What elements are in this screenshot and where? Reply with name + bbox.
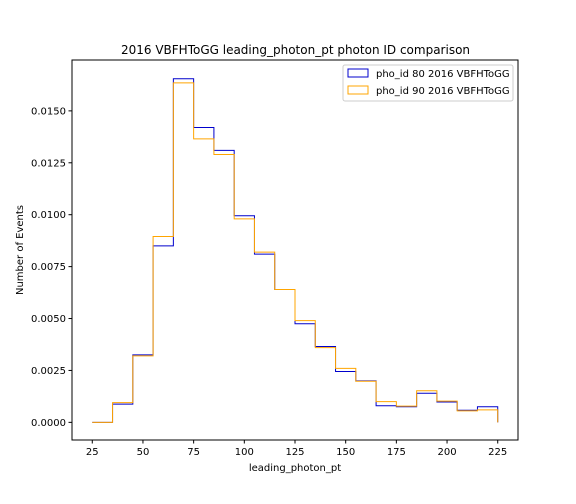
histogram-series — [92, 78, 499, 423]
histogram-series-2 — [92, 82, 499, 423]
legend-frame — [342, 64, 514, 102]
y-tick-label: 0.0100 — [31, 210, 66, 221]
y-tick-label: 0.0000 — [31, 418, 66, 429]
x-tick-label: 25 — [86, 447, 99, 458]
x-tick-label: 150 — [336, 447, 355, 458]
x-tick-label: 175 — [387, 447, 406, 458]
x-tick-label: 125 — [285, 447, 304, 458]
x-tick-label: 50 — [137, 447, 150, 458]
x-axis-ticks: 25 50 75 100 125 150 175 200 225 — [86, 440, 507, 458]
y-tick-label: 0.0025 — [31, 366, 66, 377]
x-tick-label: 225 — [488, 447, 507, 458]
y-tick-label: 0.0075 — [31, 262, 66, 273]
legend-swatch-series-2 — [347, 85, 369, 95]
legend: pho_id 80 2016 VBFHToGG pho_id 90 2016 V… — [342, 64, 514, 102]
y-tick-label: 0.0125 — [31, 158, 66, 169]
y-tick-label: 0.0150 — [31, 106, 66, 117]
legend-swatch-series-1 — [347, 68, 369, 78]
plot-frame — [71, 59, 519, 441]
chart-title: 2016 VBFHToGG leading_photon_pt photon I… — [121, 43, 470, 57]
legend-label-series-1: pho_id 80 2016 VBFHToGG — [376, 69, 510, 80]
y-axis-ticks: 0.0000 0.0025 0.0050 0.0075 0.0100 0.0125 0.01… — [31, 106, 72, 429]
x-tick-label: 200 — [437, 447, 456, 458]
legend-label-series-2: pho_id 90 2016 VBFHToGG — [376, 86, 510, 97]
x-tick-label: 100 — [235, 447, 254, 458]
x-tick-label: 75 — [187, 447, 200, 458]
y-tick-label: 0.0050 — [31, 314, 66, 325]
y-axis-label: Number of Events — [15, 205, 26, 295]
x-axis-label: leading_photon_pt — [249, 463, 341, 474]
